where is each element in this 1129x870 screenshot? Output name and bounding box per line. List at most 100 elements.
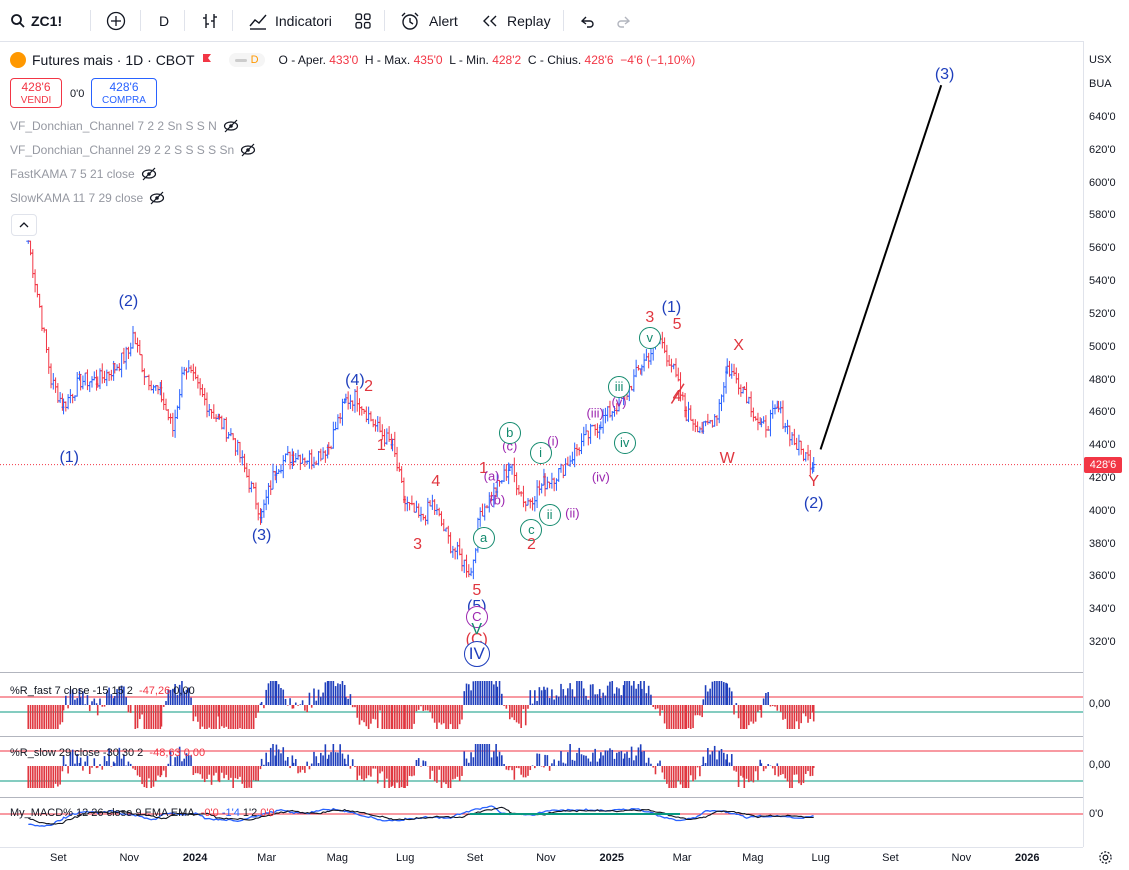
price-bar (75, 372, 80, 397)
price-bar (667, 355, 672, 366)
wave-label: 2 (364, 378, 374, 396)
price-bar (523, 501, 528, 512)
wave-label: 5 (672, 315, 682, 333)
price-bar (572, 442, 577, 468)
price-bar (128, 342, 133, 357)
indicator-slowkama[interactable]: SlowKAMA 11 7 29 close (10, 191, 165, 205)
price-bar (642, 353, 647, 372)
price-bar (271, 463, 276, 490)
layout-button[interactable] (354, 0, 372, 41)
settings-button[interactable] (1098, 850, 1113, 870)
undo-button[interactable] (578, 0, 596, 41)
indicator-donchian-29[interactable]: VF_Donchian_Channel 29 2 2 S S S S Sn (10, 143, 256, 157)
price-bar (168, 413, 173, 424)
wave-label: ii (538, 504, 561, 527)
redo-button[interactable] (615, 0, 633, 41)
macd-pane[interactable] (0, 798, 1083, 847)
price-bar (749, 391, 754, 418)
projection-line[interactable] (819, 84, 943, 450)
price-bar (432, 499, 437, 515)
price-bar (525, 498, 530, 506)
price-bar (581, 426, 586, 447)
price-bar (283, 453, 288, 463)
price-bar (455, 541, 460, 560)
wave-label: 4 (431, 473, 441, 491)
interval-button[interactable]: D (159, 0, 169, 41)
price-bar (311, 456, 316, 469)
price-bar (556, 468, 561, 482)
price-bar (532, 496, 537, 512)
flag-icon[interactable] (201, 53, 213, 67)
indicators-button[interactable]: Indicatori (248, 0, 332, 41)
wave-label: a (472, 527, 495, 549)
sell-button[interactable]: 428'6 VENDI (10, 78, 62, 108)
indicators-label: Indicatori (275, 12, 332, 29)
buy-button[interactable]: 428'6 COMPRA (91, 78, 157, 108)
price-bar (179, 366, 184, 398)
add-circle-icon (106, 11, 126, 30)
wave-4-marker (670, 383, 685, 404)
price-axis[interactable] (1083, 41, 1129, 847)
price-bar (170, 412, 175, 437)
price-bar (366, 406, 371, 425)
price-bar (237, 441, 242, 463)
wave-label: (a) (483, 468, 500, 484)
williams-r-fast-pane[interactable] (0, 673, 1083, 735)
time-tick-label: 2025 (599, 852, 624, 864)
price-bar (399, 466, 404, 483)
indicator-fastkama[interactable]: FastKAMA 7 5 21 close (10, 167, 157, 181)
compare-button[interactable] (106, 0, 126, 41)
price-bar (636, 365, 641, 371)
price-bar (634, 359, 639, 378)
price-bar (552, 477, 557, 492)
main-price-chart[interactable] (0, 42, 1083, 670)
replay-button[interactable]: Replay (481, 0, 551, 41)
price-bar (316, 451, 321, 466)
chart-type-button[interactable] (200, 0, 220, 41)
wave-label: V (471, 620, 483, 638)
price-bar (70, 393, 75, 404)
symbol-label: ZC1! (31, 12, 63, 29)
alert-label: Alert (429, 12, 458, 29)
collapse-legend-button[interactable] (11, 214, 37, 236)
price-bar (164, 398, 169, 411)
price-bar (378, 416, 383, 433)
unit-selector[interactable]: BUA (1089, 78, 1112, 90)
price-bar (712, 414, 717, 427)
price-bar (35, 283, 40, 298)
price-bar (574, 444, 579, 457)
macd-line (28, 805, 814, 827)
currency-selector[interactable]: USX (1089, 54, 1112, 66)
wave-label: (1) (661, 299, 682, 317)
time-axis[interactable] (0, 847, 1083, 867)
alert-button[interactable]: Alert (400, 0, 458, 41)
price-tick-label: 540'0 (1089, 275, 1116, 288)
price-bar (281, 455, 286, 479)
price-bar (545, 476, 550, 490)
price-bar (285, 445, 290, 456)
price-bar (233, 438, 238, 456)
price-bar (448, 532, 453, 554)
price-bar (209, 409, 214, 419)
indicator-donchian-7[interactable]: VF_Donchian_Channel 7 2 2 Sn S S N (10, 119, 239, 133)
price-bar (691, 418, 696, 431)
price-bar (462, 559, 467, 573)
wave-label: 3 (413, 535, 423, 553)
williams-r-slow-pane[interactable] (0, 737, 1083, 797)
price-tick-label: 380'0 (1089, 537, 1116, 550)
wave-label: C (465, 605, 488, 628)
price-bar (669, 358, 674, 373)
price-bar (37, 293, 42, 308)
hidden-eye-icon (223, 119, 238, 133)
time-tick-label: Set (50, 852, 67, 864)
wave-label: (3) (934, 66, 955, 84)
price-bar (58, 392, 63, 403)
price-bar (51, 373, 56, 390)
price-bar (686, 401, 691, 423)
price-bar (350, 400, 355, 412)
price-bar (664, 344, 669, 367)
symbol-search[interactable]: ZC1! (10, 0, 62, 41)
price-bar (53, 377, 58, 393)
price-bar (240, 450, 245, 466)
price-bar (595, 423, 600, 438)
